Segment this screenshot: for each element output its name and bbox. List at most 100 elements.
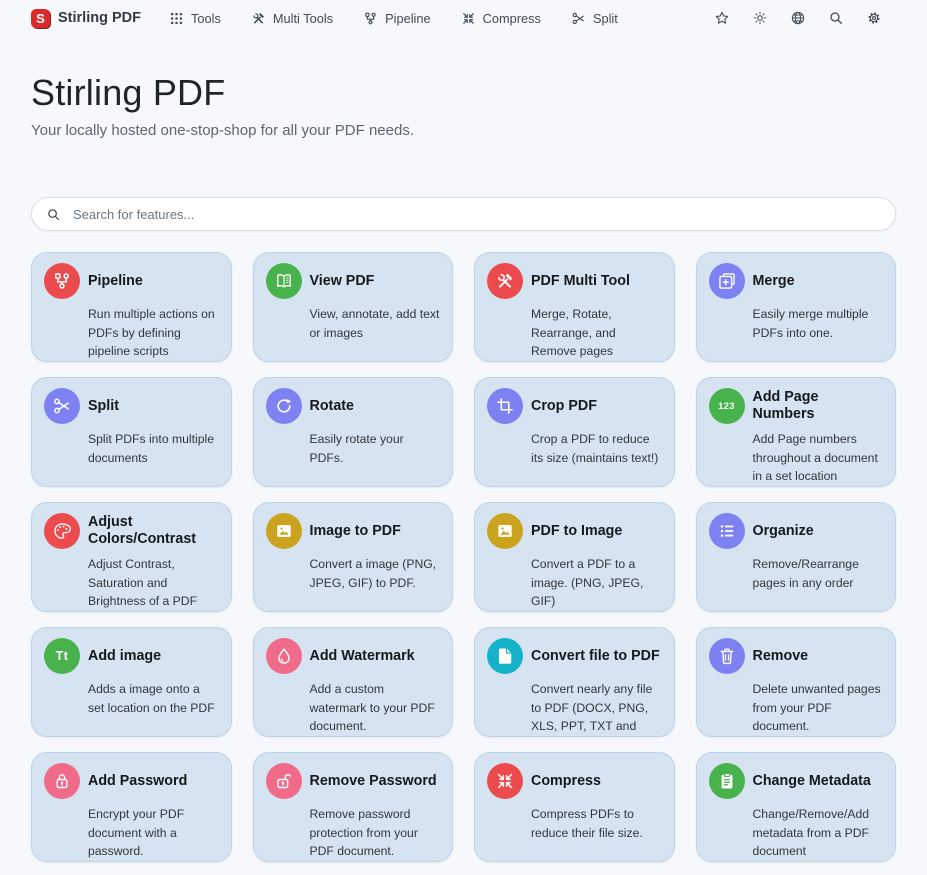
tools-icon: [487, 263, 523, 300]
card-header: Rotate: [265, 388, 441, 425]
card-header: Convert file to PDF: [487, 638, 662, 675]
card-title: Convert file to PDF: [531, 647, 660, 664]
compress-icon: [461, 11, 476, 26]
card-description: Convert nearly any file to PDF (DOCX, PN…: [531, 682, 653, 734]
card-add-password[interactable]: Add Password Encrypt your PDF document wi…: [31, 752, 232, 863]
card-title: Crop PDF: [531, 397, 597, 414]
card-description: Convert a image (PNG, JPEG, GIF) to PDF.: [309, 557, 437, 590]
pipeline-icon: [44, 263, 80, 300]
numbers-123-icon: 123: [708, 388, 745, 425]
card-remove-password[interactable]: Remove Password Remove password protectio…: [252, 752, 453, 863]
card-image-to-pdf[interactable]: Image to PDF Convert a image (PNG, JPEG, …: [252, 502, 453, 613]
card-header: Organize: [708, 513, 884, 550]
card-title: Organize: [752, 522, 814, 539]
card-description: Remove password protection from your PDF…: [309, 807, 418, 859]
card-header: Image to PDF: [265, 513, 441, 550]
brand[interactable]: S Stirling PDF: [31, 8, 141, 28]
card-description: View, annotate, add text or images: [309, 307, 440, 340]
card-description: Encrypt your PDF document with a passwor…: [88, 807, 185, 859]
card-description: Easily merge multiple PDFs into one.: [752, 307, 869, 340]
globe-button[interactable]: [790, 10, 806, 26]
card-header: Add Password: [44, 763, 219, 800]
card-header: Remove: [708, 638, 884, 675]
gear-icon: [866, 10, 882, 26]
card-title: Change Metadata: [752, 772, 871, 789]
tools-icon: [251, 11, 266, 26]
card-add-watermark[interactable]: Add Watermark Add a custom watermark to y…: [252, 627, 453, 738]
card-header: Compress: [487, 763, 662, 800]
card-title: Pipeline: [88, 272, 143, 289]
card-header: Split: [44, 388, 219, 425]
file-icon: [487, 638, 523, 675]
nav-item-compress[interactable]: Compress: [461, 11, 541, 26]
card-description: Adds a image onto a set location on the …: [88, 682, 215, 715]
card-header: Remove Password: [265, 763, 441, 800]
brightness-button[interactable]: [752, 10, 768, 26]
card-compress[interactable]: Compress Compress PDFs to reduce their fi…: [474, 752, 675, 863]
card-change-metadata[interactable]: Change Metadata Change/Remove/Add metadat…: [695, 752, 896, 863]
card-header: Change Metadata: [708, 763, 884, 800]
card-description: Add Page numbers throughout a document i…: [752, 432, 878, 484]
card-header: Adjust Colors/Contrast: [44, 513, 219, 550]
card-split[interactable]: Split Split PDFs into multiple documents: [31, 377, 232, 488]
star-button[interactable]: [714, 10, 730, 26]
card-organize[interactable]: Organize Remove/Rearrange pages in any or…: [695, 502, 896, 613]
card-add-image[interactable]: Tt Add image Adds a image onto a set locat…: [31, 627, 232, 738]
brand-title: Stirling PDF: [58, 10, 141, 26]
globe-icon: [790, 10, 806, 26]
card-pipeline[interactable]: Pipeline Run multiple actions on PDFs by …: [31, 252, 232, 363]
card-add-page-numbers[interactable]: 123 Add Page Numbers Add Page numbers thro…: [695, 377, 896, 488]
nav-item-label: Pipeline: [385, 10, 431, 26]
card-title: PDF Multi Tool: [531, 272, 630, 289]
search-icon: [46, 207, 61, 222]
nav-item-label: Compress: [482, 10, 541, 26]
nav-item-pipeline[interactable]: Pipeline: [363, 11, 431, 26]
book-icon: [265, 263, 302, 300]
nav-item-label: Multi Tools: [272, 10, 334, 26]
nav-item-tools[interactable]: Tools: [169, 11, 221, 26]
trash-icon: [708, 638, 745, 675]
card-remove[interactable]: Remove Delete unwanted pages from your PD…: [695, 627, 896, 738]
pipeline-icon: [363, 11, 378, 26]
card-view-pdf[interactable]: View PDF View, annotate, add text or imag…: [252, 252, 453, 363]
text-Tt-icon: Tt: [44, 638, 80, 675]
stirling-logo-icon: S: [31, 8, 50, 28]
card-description: Merge, Rotate, Rearrange, and Remove pag…: [531, 307, 616, 359]
card-adjust-colors-contrast[interactable]: Adjust Colors/Contrast Adjust Contrast, S…: [31, 502, 232, 613]
brightness-icon: [752, 10, 768, 26]
star-icon: [714, 10, 730, 26]
card-header: Crop PDF: [487, 388, 662, 425]
card-crop-pdf[interactable]: Crop PDF Crop a PDF to reduce its size (m…: [474, 377, 675, 488]
rotate-icon: [265, 388, 302, 425]
card-title: Add Watermark: [309, 647, 415, 664]
card-title: View PDF: [309, 272, 375, 289]
search-input[interactable]: [71, 205, 881, 223]
scissors-icon: [571, 11, 586, 26]
nav-item-multi-tools[interactable]: Multi Tools: [251, 11, 333, 26]
card-header: Tt Add image: [44, 638, 219, 675]
nav-actions: [714, 10, 882, 26]
card-description: Adjust Contrast, Saturation and Brightne…: [88, 557, 198, 609]
card-rotate[interactable]: Rotate Easily rotate your PDFs.: [252, 377, 453, 488]
card-convert-file-to-pdf[interactable]: Convert file to PDF Convert nearly any fi…: [474, 627, 675, 738]
card-title: Adjust Colors/Contrast: [88, 514, 197, 548]
crop-icon: [487, 388, 523, 425]
card-header: 123 Add Page Numbers: [708, 388, 884, 425]
card-description: Remove/Rearrange pages in any order: [752, 557, 859, 590]
card-pdf-multi-tool[interactable]: PDF Multi Tool Merge, Rotate, Rearrange, …: [474, 252, 675, 363]
nav-item-split[interactable]: Split: [571, 11, 618, 26]
card-merge[interactable]: Merge Easily merge multiple PDFs into one…: [695, 252, 896, 363]
card-title: Remove: [752, 647, 809, 664]
gear-button[interactable]: [866, 10, 882, 26]
search-icon: [828, 10, 844, 26]
unlock-icon: [265, 763, 302, 800]
main-content: Stirling PDF Your locally hosted one-sto…: [0, 72, 927, 863]
card-description: Convert a PDF to a image. (PNG, JPEG, GI…: [531, 557, 644, 609]
navbar: S Stirling PDF Tools Multi Tools Pipeline C…: [0, 0, 927, 34]
card-title: Add Password: [88, 772, 188, 789]
card-title: Rotate: [309, 397, 354, 414]
card-description: Add a custom watermark to your PDF docum…: [309, 682, 435, 734]
card-pdf-to-image[interactable]: PDF to Image Convert a PDF to a image. (P…: [474, 502, 675, 613]
search-button[interactable]: [828, 10, 844, 26]
card-title: PDF to Image: [531, 522, 623, 539]
